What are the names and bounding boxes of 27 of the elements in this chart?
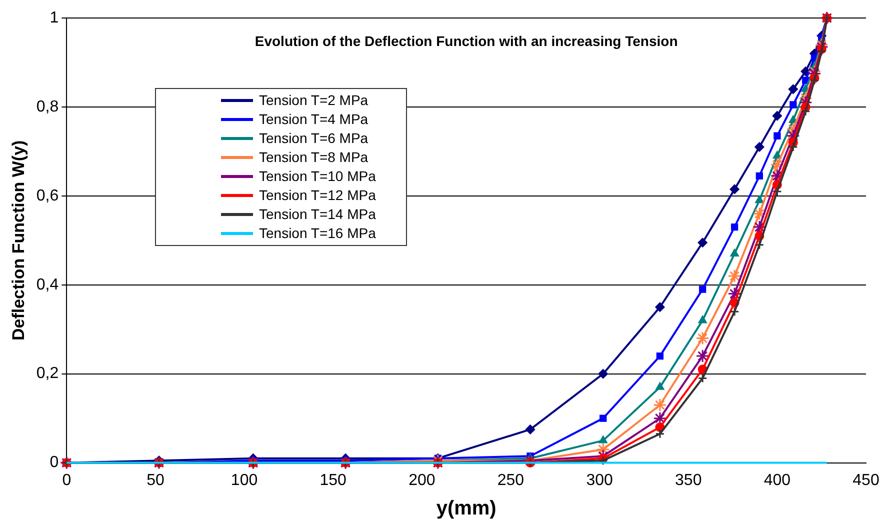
x-tick-label: 350 — [675, 472, 702, 489]
legend-label: Tension T=6 MPa — [259, 129, 368, 148]
x-tick-label: 0 — [62, 472, 72, 489]
legend-label: Tension T=16 MPa — [259, 224, 376, 243]
legend-label: Tension T=10 MPa — [259, 167, 376, 186]
legend-label: Tension T=2 MPa — [259, 91, 368, 110]
y-tick-label: 0 — [50, 454, 59, 472]
legend-label: Tension T=14 MPa — [259, 205, 376, 224]
y-tick-label: 0,4 — [36, 276, 59, 294]
y-tick-label: 0,6 — [36, 187, 59, 204]
y-tick-label: 1 — [50, 9, 59, 26]
legend-label: Tension T=8 MPa — [259, 148, 368, 167]
x-tick-label: 100 — [230, 472, 258, 489]
x-tick-label: 300 — [586, 472, 613, 489]
x-tick-label: 150 — [320, 472, 347, 489]
y-tick-label: 0,2 — [36, 365, 59, 382]
y-axis-title: Deflection Function W(y) — [8, 140, 28, 341]
x-tick-label: 200 — [408, 472, 436, 489]
legend-label: Tension T=12 MPa — [259, 186, 376, 205]
x-tick-label: 450 — [852, 472, 880, 489]
x-tick-label: 50 — [146, 472, 164, 489]
x-tick-label: 400 — [764, 472, 791, 489]
x-axis-title: y(mm) — [436, 498, 496, 520]
x-tick-label: 250 — [497, 472, 524, 489]
text: Evolution of the Deflection Function with an increasing Tension — [254, 33, 678, 49]
legend-label: Tension T=4 MPa — [259, 110, 368, 129]
y-tick-label: 0,8 — [36, 98, 59, 116]
